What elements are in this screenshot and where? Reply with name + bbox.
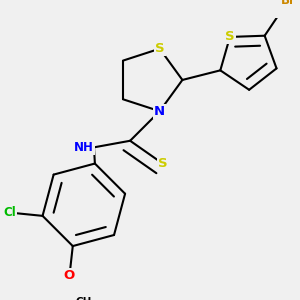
Text: Cl: Cl: [3, 206, 16, 219]
Text: NH: NH: [74, 141, 94, 154]
Text: O: O: [64, 269, 75, 282]
Text: CH₃: CH₃: [75, 297, 96, 300]
Text: Br: Br: [281, 0, 296, 7]
Text: S: S: [225, 30, 235, 44]
Text: S: S: [158, 157, 168, 170]
Text: N: N: [154, 105, 165, 118]
Text: S: S: [155, 42, 164, 55]
